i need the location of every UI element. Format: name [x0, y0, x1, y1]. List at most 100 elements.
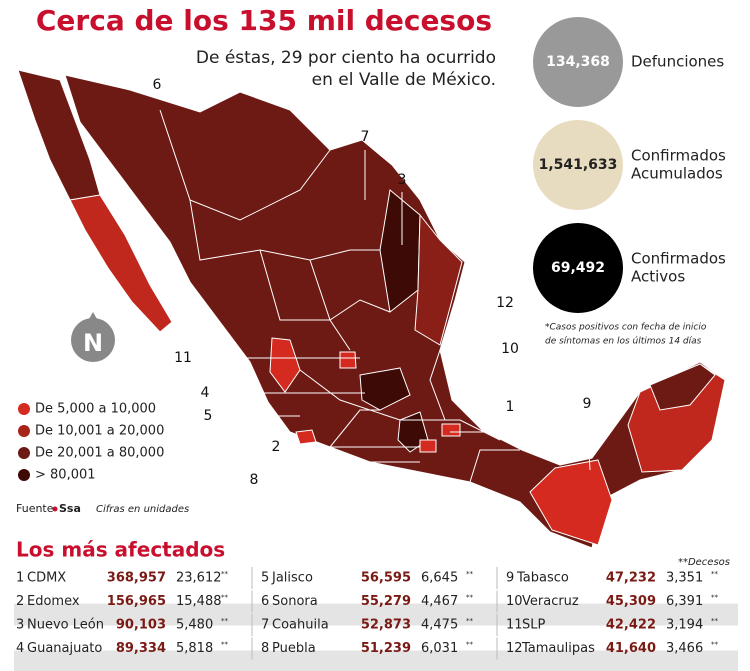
rank: 10	[506, 594, 523, 609]
table-title: Los más afectados	[16, 538, 225, 562]
deaths: 3,466	[666, 641, 703, 656]
legend-label: > 80,001	[35, 468, 96, 483]
colima	[295, 429, 317, 445]
subtitle: en el Valle de México.	[312, 70, 496, 90]
guanajuato	[359, 367, 411, 411]
jalisco-coast	[269, 337, 301, 393]
state-name: Tamaulipas	[521, 641, 595, 656]
legend-label: De 10,001 a 20,000	[35, 424, 164, 439]
stat-value: 134,368	[546, 54, 610, 70]
confirmed: 41,640	[606, 641, 656, 656]
note: de síntomas en los últimos 14 días	[545, 337, 702, 347]
rank: 4	[16, 641, 24, 656]
units: Cifras en unidades	[96, 504, 189, 515]
state-name: Sonora	[272, 594, 318, 609]
map-label: 2	[272, 439, 281, 455]
row-shade	[14, 603, 738, 626]
leader-line	[253, 461, 420, 470]
rank: 12	[506, 641, 523, 656]
rank: 9	[506, 571, 514, 586]
border	[309, 259, 351, 351]
legend-swatch	[18, 403, 30, 415]
legend-swatch	[18, 469, 30, 481]
rank: 5	[261, 571, 269, 586]
source-name: Ssa	[59, 502, 81, 515]
compass-arrow	[85, 312, 101, 326]
rank: 3	[16, 618, 24, 633]
confirmed: 368,957	[107, 571, 166, 586]
table-footnote: **Decesos	[678, 557, 730, 568]
deaths: 23,612	[176, 571, 222, 586]
stat-value: 1,541,633	[539, 157, 618, 173]
map-label: 12	[496, 295, 514, 311]
chiapas	[529, 459, 613, 546]
death-marker: **	[711, 641, 719, 649]
yucatan-north	[649, 363, 716, 411]
death-marker: **	[466, 641, 474, 649]
border	[329, 409, 380, 448]
map-label: 11	[174, 350, 192, 366]
map	[17, 69, 726, 549]
stat-circle	[533, 17, 623, 107]
border	[189, 199, 380, 261]
legend-swatch	[18, 447, 30, 459]
table: 1 CDMX 368,957 23,612 **2 Edomex 156,965 15,488…	[14, 567, 738, 671]
map-label: 9	[583, 396, 592, 412]
map-label: 1	[506, 399, 515, 415]
death-marker: **	[466, 594, 474, 602]
stat-label: Confirmados	[631, 250, 726, 268]
confirmed: 156,965	[107, 594, 166, 609]
map-label: 6	[153, 77, 162, 93]
subtitle: De éstas, 29 por ciento ha ocurrido	[196, 48, 496, 68]
stat-label: Acumulados	[631, 165, 723, 183]
confirmed: 47,232	[606, 571, 656, 586]
state-name: Puebla	[272, 641, 316, 656]
map-label: 4	[201, 385, 210, 401]
leader-line	[586, 415, 591, 471]
small-state	[339, 351, 357, 369]
note: *Casos positivos con fecha de inicio	[545, 323, 707, 333]
legend-label: De 20,001 a 80,000	[35, 446, 164, 461]
death-marker: **	[711, 594, 719, 602]
state-name: Jalisco	[271, 571, 313, 586]
deaths: 5,480	[176, 618, 213, 633]
source-prefix: Fuente	[16, 502, 54, 515]
map-label: 3	[398, 172, 407, 188]
stats: 134,368 Defunciones1,541,633ConfirmadosAc…	[533, 17, 726, 313]
death-marker: **	[221, 594, 229, 602]
death-marker: **	[221, 617, 229, 625]
death-marker: **	[221, 641, 229, 649]
deaths: 6,645	[421, 571, 458, 586]
source-dot	[52, 506, 58, 512]
death-marker: **	[466, 570, 474, 578]
rank: 11	[506, 618, 523, 633]
confirmed: 51,239	[361, 641, 411, 656]
confirmed: 56,595	[361, 571, 411, 586]
stat-label: Confirmados	[631, 147, 726, 165]
compass-circle	[71, 318, 115, 362]
stat-label: Activos	[631, 268, 685, 286]
tlaxcala	[441, 423, 461, 437]
rank: 2	[16, 594, 24, 609]
border	[299, 369, 501, 441]
state-name: Guanajuato	[27, 641, 102, 656]
confirmed: 55,279	[361, 594, 411, 609]
compass: N	[71, 312, 115, 362]
compass-letter: N	[83, 329, 103, 357]
cdmx-area	[419, 439, 437, 453]
confirmed: 52,873	[361, 618, 411, 633]
state-name: Veracruz	[522, 594, 579, 609]
state-name: Edomex	[27, 594, 80, 609]
border	[429, 349, 446, 421]
rank: 1	[16, 571, 24, 586]
stat-label: Defunciones	[631, 53, 724, 71]
rank: 8	[261, 641, 269, 656]
map-label: 5	[204, 408, 213, 424]
state-name: Nuevo León	[27, 618, 104, 633]
title: Cerca de los 135 mil decesos	[36, 4, 492, 37]
stat-circle	[533, 120, 623, 210]
map-labels: 6 7 3 12 10 1 9 11 4 5 2 8	[153, 77, 592, 488]
deaths: 15,488	[176, 594, 222, 609]
confirmed: 45,309	[606, 594, 656, 609]
